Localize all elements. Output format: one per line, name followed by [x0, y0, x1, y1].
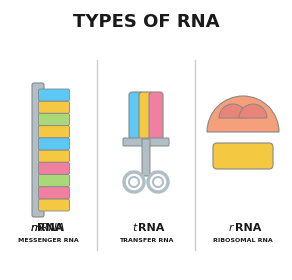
Text: MESSENGER RNA: MESSENGER RNA	[18, 237, 78, 242]
FancyBboxPatch shape	[39, 101, 69, 113]
FancyBboxPatch shape	[39, 113, 69, 125]
Wedge shape	[207, 96, 279, 132]
Text: TRANSFER RNA: TRANSFER RNA	[119, 237, 173, 242]
FancyBboxPatch shape	[139, 92, 153, 143]
Text: RNA: RNA	[138, 223, 164, 233]
Text: r: r	[229, 223, 234, 233]
FancyBboxPatch shape	[39, 174, 69, 186]
FancyBboxPatch shape	[39, 89, 69, 101]
Text: m: m	[31, 223, 42, 233]
FancyBboxPatch shape	[123, 138, 169, 146]
FancyBboxPatch shape	[39, 162, 69, 174]
FancyBboxPatch shape	[142, 139, 150, 176]
FancyBboxPatch shape	[39, 199, 69, 211]
Text: RIBOSOMAL RNA: RIBOSOMAL RNA	[213, 237, 273, 242]
Text: RNA: RNA	[37, 223, 63, 233]
FancyBboxPatch shape	[149, 92, 163, 143]
FancyBboxPatch shape	[39, 187, 69, 199]
FancyBboxPatch shape	[39, 150, 69, 162]
Text: RNA: RNA	[235, 223, 261, 233]
Wedge shape	[219, 104, 247, 118]
Text: mRNA: mRNA	[31, 223, 65, 233]
FancyBboxPatch shape	[129, 92, 143, 143]
Text: TYPES OF RNA: TYPES OF RNA	[73, 13, 219, 31]
FancyBboxPatch shape	[213, 143, 273, 169]
FancyBboxPatch shape	[39, 126, 69, 138]
Wedge shape	[239, 104, 267, 118]
Text: t: t	[132, 223, 136, 233]
FancyBboxPatch shape	[32, 83, 44, 217]
FancyBboxPatch shape	[39, 138, 69, 150]
